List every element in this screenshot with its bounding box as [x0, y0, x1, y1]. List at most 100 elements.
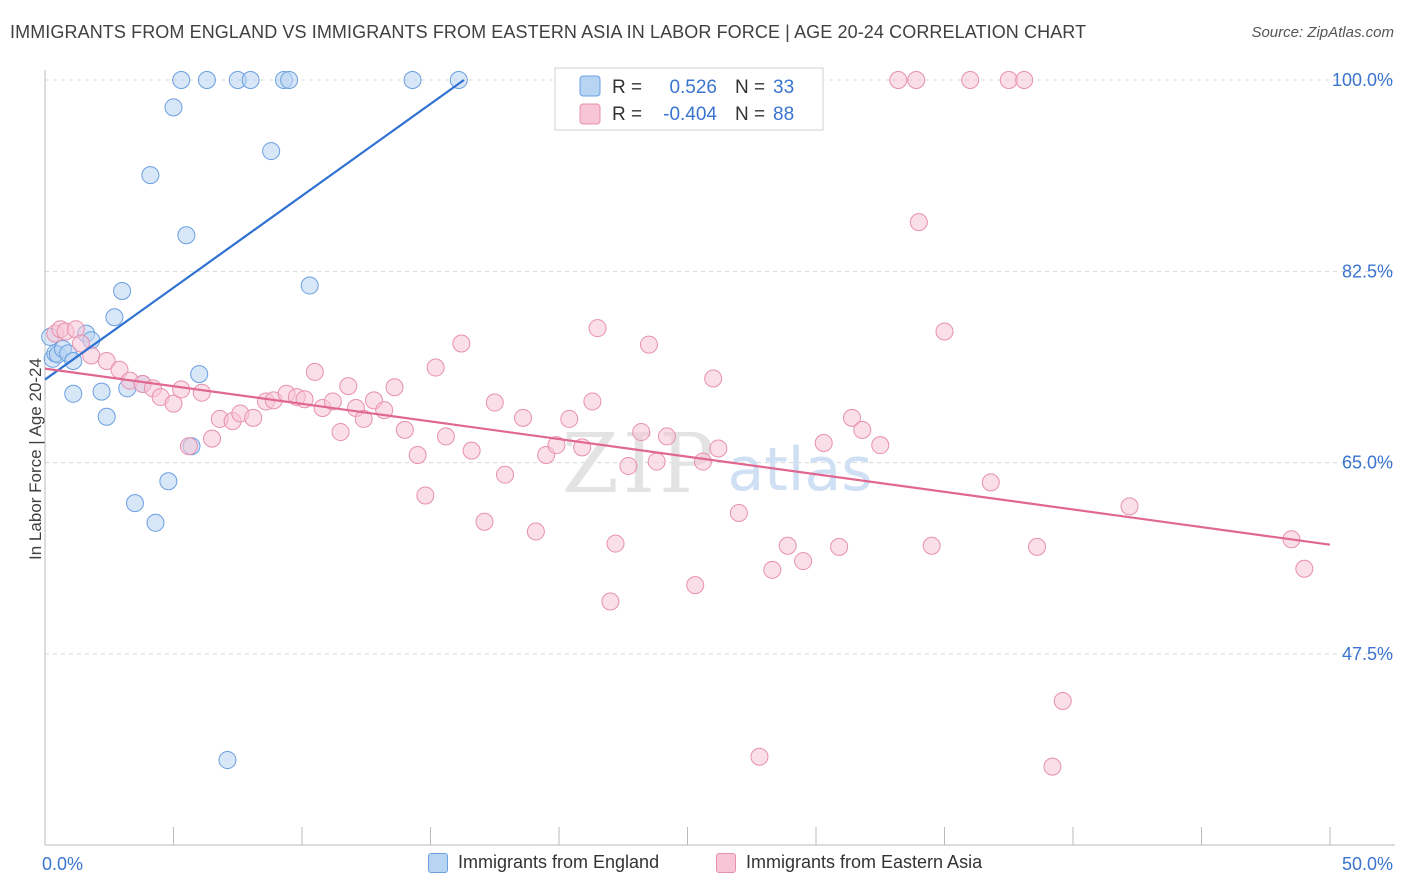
england-point — [105, 308, 124, 327]
asia-point — [203, 429, 222, 448]
asia-point — [763, 560, 782, 579]
asia-point — [452, 334, 471, 353]
watermark-atlas: atlas — [728, 435, 873, 505]
asia-point — [408, 446, 427, 465]
asia-point — [192, 383, 211, 402]
asia-point — [323, 392, 342, 411]
england-point — [280, 71, 299, 89]
asia-point — [426, 358, 445, 377]
asia-point — [354, 409, 373, 428]
correlation-legend: R = 0.526 N = 33 R = -0.404 N = 88 — [554, 67, 824, 131]
asia-point — [475, 512, 494, 531]
asia-point — [601, 592, 620, 611]
asia-legend-swatch — [579, 103, 601, 125]
asia-point — [639, 335, 658, 354]
asia-point — [385, 378, 404, 397]
england-point — [197, 71, 216, 89]
asia-n-value: 88 — [773, 104, 794, 125]
asia-point — [647, 452, 666, 471]
england-swatch — [428, 852, 448, 873]
asia-point — [853, 420, 872, 439]
england-point — [241, 71, 260, 89]
asia-point — [485, 393, 504, 412]
asia-point — [179, 437, 198, 456]
asia-point — [922, 536, 941, 555]
asia-n-label: N = — [735, 104, 765, 125]
asia-point — [961, 71, 980, 89]
asia-point — [1015, 71, 1034, 89]
asia-point — [339, 377, 358, 396]
england-n-label: N = — [735, 77, 765, 98]
england-point — [449, 71, 468, 89]
asia-point — [331, 423, 350, 442]
asia-point — [606, 534, 625, 553]
asia-point — [693, 452, 712, 471]
y-tick-label: 82.5% — [1342, 261, 1393, 281]
asia-point — [526, 522, 545, 541]
england-point — [64, 384, 83, 403]
asia-point — [1053, 692, 1072, 711]
england-n-value: 33 — [773, 77, 794, 98]
england-point — [403, 71, 422, 89]
asia-points — [46, 71, 1314, 776]
asia-point — [632, 423, 651, 442]
asia-point — [97, 351, 116, 370]
y-tick-label: 47.5% — [1342, 644, 1393, 664]
england-point — [164, 98, 183, 117]
asia-point — [436, 427, 455, 446]
chart-title: IMMIGRANTS FROM ENGLAND VS IMMIGRANTS FR… — [10, 22, 1087, 42]
asia-point — [842, 408, 861, 427]
asia-point — [244, 408, 263, 427]
england-point — [190, 365, 209, 384]
asia-point — [889, 71, 908, 89]
gridlines — [45, 79, 1395, 655]
asia-point — [709, 439, 728, 458]
x-tick-label: 50.0% — [1342, 854, 1393, 874]
asia-point — [619, 456, 638, 475]
asia-point — [935, 322, 954, 341]
england-point — [125, 494, 144, 513]
legend-item-asia[interactable]: Immigrants from Eastern Asia — [716, 852, 982, 873]
asia-point — [999, 71, 1018, 89]
asia-point — [547, 436, 566, 455]
asia-point — [172, 380, 191, 399]
england-point — [141, 166, 160, 185]
tick-labels: 100.0% 82.5% 65.0% 47.5% 0.0% 50.0% — [42, 70, 1393, 874]
trend-lines — [44, 79, 1331, 546]
legend-item-england[interactable]: Immigrants from England — [428, 852, 659, 873]
england-r-value: 0.526 — [669, 77, 717, 98]
england-trend-line — [44, 79, 465, 381]
asia-point — [1043, 757, 1062, 776]
england-legend-swatch — [579, 75, 601, 97]
asia-point — [794, 552, 813, 571]
asia-r-label: R = — [612, 104, 642, 125]
asia-point — [657, 427, 676, 446]
asia-point — [462, 441, 481, 460]
asia-point — [1028, 537, 1047, 556]
asia-point — [909, 213, 928, 232]
asia-point — [583, 392, 602, 411]
asia-point — [778, 536, 797, 555]
england-point — [218, 751, 237, 770]
asia-point — [305, 362, 324, 381]
asia-r-value: -0.404 — [663, 104, 717, 125]
asia-point — [830, 537, 849, 556]
asia-point — [981, 473, 1000, 492]
legend-label-england: Immigrants from England — [458, 852, 660, 872]
asia-point — [704, 369, 723, 388]
england-point — [146, 513, 165, 532]
england-r-label: R = — [612, 77, 642, 98]
asia-point — [416, 486, 435, 505]
watermark: ZIP atlas — [562, 417, 873, 512]
asia-swatch — [716, 852, 736, 873]
asia-point — [588, 319, 607, 338]
asia-trend-line — [44, 367, 1331, 546]
y-tick-label: 100.0% — [1332, 70, 1393, 90]
asia-point — [686, 576, 705, 595]
england-point — [97, 407, 116, 426]
asia-point — [1120, 497, 1139, 516]
england-point — [262, 142, 281, 161]
asia-point — [814, 433, 833, 452]
asia-point — [496, 465, 515, 484]
